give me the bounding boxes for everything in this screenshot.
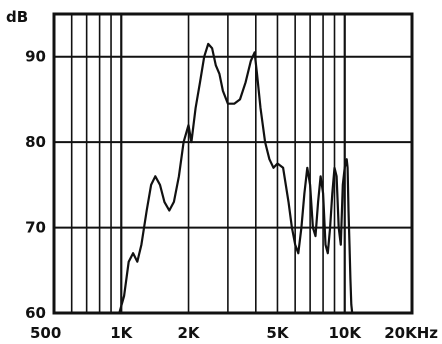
x-tick-label: 1K	[110, 324, 133, 342]
series-line	[118, 42, 354, 314]
y-tick-labels: 60 70 80 90	[25, 48, 46, 322]
x-tick-label: 10K	[328, 324, 362, 342]
y-tick-label: 70	[25, 219, 46, 237]
x-tick-label: 2K	[178, 324, 201, 342]
y-unit-label: dB	[6, 8, 28, 26]
x-tick-label: 20KHz	[384, 324, 438, 342]
plot-frame	[52, 12, 414, 315]
y-tick-label: 80	[25, 133, 46, 151]
y-tick-label: 60	[25, 304, 46, 322]
y-tick-label: 90	[25, 48, 46, 66]
x-tick-labels: 500 1K 2K 5K 10K 20KHz	[30, 324, 438, 342]
x-tick-label: 5K	[266, 324, 289, 342]
grid	[53, 14, 413, 314]
x-tick-label: 500	[30, 324, 61, 342]
